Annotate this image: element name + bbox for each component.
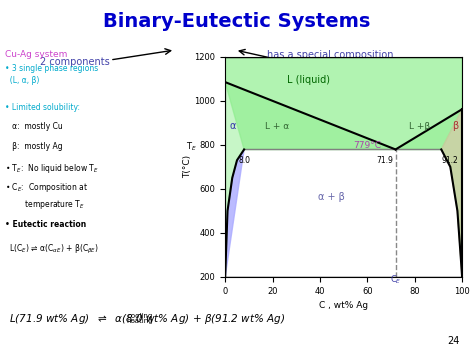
Text: α: α [229, 121, 236, 131]
Text: β: β [452, 121, 458, 131]
Y-axis label: T(°C): T(°C) [182, 155, 191, 179]
Text: α:  mostly Cu: α: mostly Cu [5, 122, 63, 131]
Text: $L$(71.9 wt% Ag)  $\rightleftharpoons$  $\alpha$(8.0 wt% Ag) + $\beta$(91.2 wt% : $L$(71.9 wt% Ag) $\rightleftharpoons$ $\… [9, 312, 286, 326]
Text: β:  mostly Ag: β: mostly Ag [5, 142, 63, 151]
Text: L +β: L +β [409, 122, 430, 131]
Text: has a special composition
with a min. melting T.: has a special composition with a min. me… [267, 50, 393, 72]
Text: • Limited solubility:: • Limited solubility: [5, 103, 80, 112]
Text: Cu-Ag system: Cu-Ag system [5, 50, 67, 59]
Text: 779°C: 779°C [353, 141, 381, 150]
Text: L(C$_E$) ⇌ α(C$_{αE}$) + β(C$_{βE}$): L(C$_E$) ⇌ α(C$_{αE}$) + β(C$_{βE}$) [9, 243, 100, 256]
X-axis label: C , wt% Ag: C , wt% Ag [319, 301, 368, 310]
Polygon shape [441, 109, 462, 277]
Text: 8.0: 8.0 [238, 156, 250, 165]
Polygon shape [395, 109, 462, 277]
Polygon shape [225, 82, 395, 277]
Text: T$_E$: T$_E$ [186, 141, 197, 153]
Text: 24: 24 [447, 336, 460, 346]
Polygon shape [225, 57, 462, 149]
Text: heating: heating [127, 318, 153, 324]
Text: α + β: α + β [319, 192, 345, 202]
Text: C$_E$: C$_E$ [390, 273, 401, 286]
Text: 91.2: 91.2 [441, 156, 458, 165]
Text: Binary-Eutectic Systems: Binary-Eutectic Systems [103, 12, 371, 32]
Text: • C$_E$:  Composition at
        temperature T$_E$: • C$_E$: Composition at temperature T$_E… [5, 181, 88, 211]
Polygon shape [225, 82, 244, 277]
Text: • Eutectic reaction: • Eutectic reaction [5, 220, 86, 229]
Text: 71.9: 71.9 [376, 156, 393, 165]
Text: L (liquid): L (liquid) [287, 75, 329, 85]
Text: • 3 single phase regions
  (L, α, β): • 3 single phase regions (L, α, β) [5, 64, 98, 85]
Text: 2 components: 2 components [40, 57, 110, 67]
Text: L + α: L + α [265, 122, 290, 131]
Text: cooling: cooling [127, 313, 153, 319]
Text: • T$_E$:  No liquid below T$_E$: • T$_E$: No liquid below T$_E$ [5, 162, 99, 175]
